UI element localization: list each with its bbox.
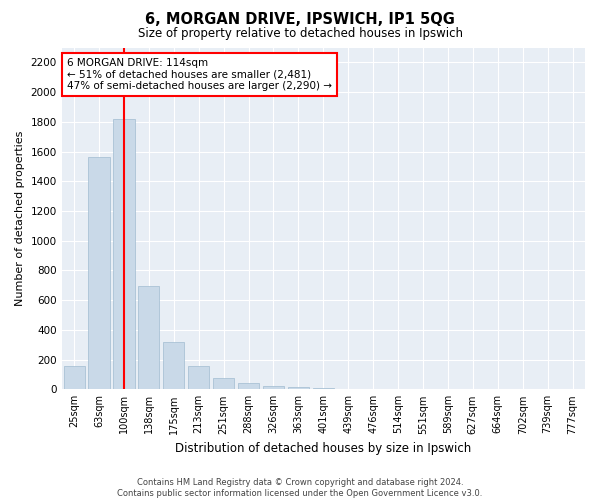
Text: 6, MORGAN DRIVE, IPSWICH, IP1 5QG: 6, MORGAN DRIVE, IPSWICH, IP1 5QG bbox=[145, 12, 455, 28]
Bar bbox=[288, 387, 309, 390]
Bar bbox=[238, 382, 259, 390]
Bar bbox=[163, 342, 184, 390]
Text: Size of property relative to detached houses in Ipswich: Size of property relative to detached ho… bbox=[137, 28, 463, 40]
Bar bbox=[213, 378, 234, 390]
Bar bbox=[263, 386, 284, 390]
Text: 6 MORGAN DRIVE: 114sqm
← 51% of detached houses are smaller (2,481)
47% of semi-: 6 MORGAN DRIVE: 114sqm ← 51% of detached… bbox=[67, 58, 332, 91]
Bar bbox=[113, 119, 134, 390]
Text: Contains HM Land Registry data © Crown copyright and database right 2024.
Contai: Contains HM Land Registry data © Crown c… bbox=[118, 478, 482, 498]
Y-axis label: Number of detached properties: Number of detached properties bbox=[15, 130, 25, 306]
Bar bbox=[188, 366, 209, 390]
Bar bbox=[338, 388, 359, 390]
Bar bbox=[88, 158, 110, 390]
Bar bbox=[138, 286, 160, 390]
Bar bbox=[64, 366, 85, 390]
X-axis label: Distribution of detached houses by size in Ipswich: Distribution of detached houses by size … bbox=[175, 442, 472, 455]
Bar bbox=[313, 388, 334, 390]
